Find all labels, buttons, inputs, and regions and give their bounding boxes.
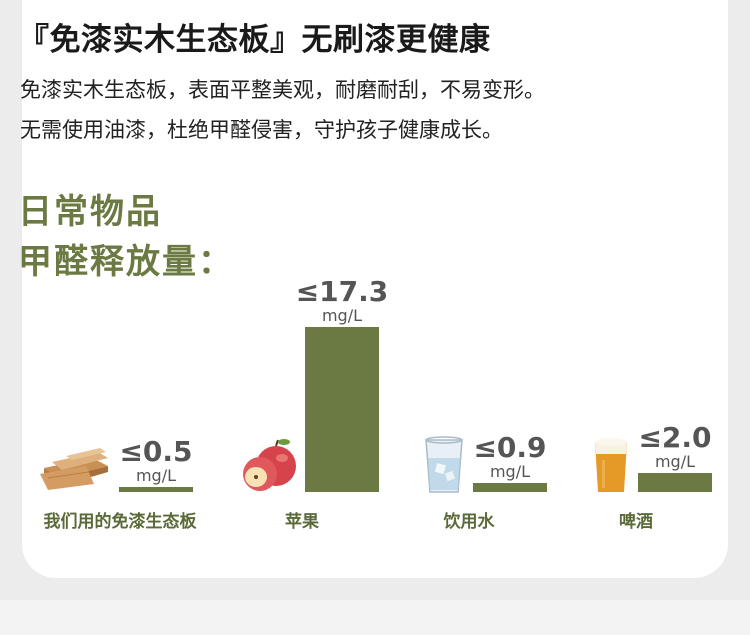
beer-glass-icon <box>595 438 627 492</box>
subheading-line-2: 甲醛释放量： <box>18 242 234 282</box>
value-label-4: ≤2.0 <box>638 421 711 454</box>
description-line-2: 无需使用油漆，杜绝甲醛侵害，守护孩子健康成长。 <box>20 118 503 142</box>
category-label-2: 苹果 <box>285 512 319 532</box>
category-label-1: 我们用的免漆生态板 <box>43 512 197 532</box>
unit-label-2: mg/L <box>322 306 362 325</box>
headline: 『免漆实木生态板』无刷漆更健康 <box>18 22 491 58</box>
unit-label-1: mg/L <box>136 466 176 485</box>
unit-label-3: mg/L <box>490 462 530 481</box>
description-line-1: 免漆实木生态板，表面平整美观，耐磨耐刮，不易变形。 <box>20 78 545 102</box>
unit-label-4: mg/L <box>655 452 695 471</box>
category-label-3: 饮用水 <box>443 512 495 532</box>
water-glass-icon <box>425 436 463 493</box>
bar-3 <box>473 483 547 492</box>
bar-2 <box>305 327 379 492</box>
value-label-3: ≤0.9 <box>473 431 546 464</box>
category-label-4: 啤酒 <box>619 512 653 532</box>
value-label-2: ≤17.3 <box>296 275 389 308</box>
subheading-line-1: 日常物品 <box>18 192 162 232</box>
apple-icon <box>243 439 296 491</box>
bottom-strip <box>0 600 750 635</box>
bar-1 <box>119 487 193 492</box>
value-label-1: ≤0.5 <box>119 435 192 468</box>
formaldehyde-bar-chart: ≤0.5mg/L≤17.3mg/L≤0.9mg/L≤2.0mg/L <box>40 275 712 493</box>
wood-board-icon <box>40 448 108 490</box>
bar-4 <box>638 473 712 492</box>
